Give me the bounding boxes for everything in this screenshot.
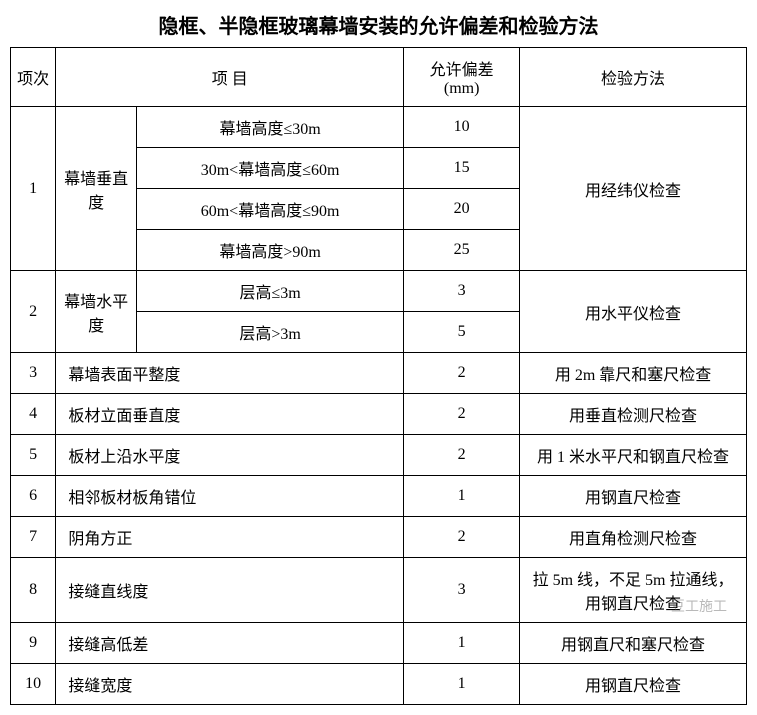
cell-dev: 1	[404, 664, 520, 705]
cell-item: 板材上沿水平度	[56, 435, 404, 476]
cell-num: 3	[11, 353, 56, 394]
cell-desc: 层高>3m	[137, 312, 404, 353]
table-row: 6 相邻板材板角错位 1 用钢直尺检查	[11, 476, 747, 517]
cell-dev: 1	[404, 476, 520, 517]
deviation-table: 项次 项 目 允许偏差 (mm) 检验方法 1 幕墙垂直度 幕墙高度≤30m 1…	[10, 47, 747, 705]
cell-num: 4	[11, 394, 56, 435]
cell-num: 10	[11, 664, 56, 705]
cell-num: 5	[11, 435, 56, 476]
cell-item: 相邻板材板角错位	[56, 476, 404, 517]
table-row: 10 接缝宽度 1 用钢直尺检查	[11, 664, 747, 705]
table-title: 隐框、半隐框玻璃幕墙安装的允许偏差和检验方法	[10, 10, 747, 39]
cell-item: 接缝直线度	[56, 558, 404, 623]
cell-dev: 2	[404, 517, 520, 558]
cell-num: 2	[11, 271, 56, 353]
table-row: 2 幕墙水平度 层高≤3m 3 用水平仪检查	[11, 271, 747, 312]
table-row: 8 接缝直线度 3 拉 5m 线，不足 5m 拉通线，用钢直尺检查	[11, 558, 747, 623]
cell-method: 用钢直尺检查	[520, 476, 747, 517]
cell-method: 用水平仪检查	[520, 271, 747, 353]
cell-desc: 60m<幕墙高度≤90m	[137, 189, 404, 230]
cell-dev: 15	[404, 148, 520, 189]
cell-dev: 25	[404, 230, 520, 271]
header-num: 项次	[11, 48, 56, 107]
table-row: 4 板材立面垂直度 2 用垂直检测尺检查	[11, 394, 747, 435]
cell-item: 接缝宽度	[56, 664, 404, 705]
cell-dev: 2	[404, 394, 520, 435]
header-item: 项 目	[56, 48, 404, 107]
cell-desc: 层高≤3m	[137, 271, 404, 312]
cell-item: 板材立面垂直度	[56, 394, 404, 435]
cell-desc: 30m<幕墙高度≤60m	[137, 148, 404, 189]
cell-sublabel: 幕墙垂直度	[56, 107, 137, 271]
header-method: 检验方法	[520, 48, 747, 107]
cell-method: 用直角检测尺检查	[520, 517, 747, 558]
cell-method: 用 2m 靠尺和塞尺检查	[520, 353, 747, 394]
cell-method: 用经纬仪检查	[520, 107, 747, 271]
cell-method: 用 1 米水平尺和钢直尺检查	[520, 435, 747, 476]
header-deviation: 允许偏差 (mm)	[404, 48, 520, 107]
cell-method: 用钢直尺和塞尺检查	[520, 623, 747, 664]
cell-item: 阴角方正	[56, 517, 404, 558]
watermark: 豆工施工	[671, 596, 727, 616]
table-row: 1 幕墙垂直度 幕墙高度≤30m 10 用经纬仪检查	[11, 107, 747, 148]
cell-dev: 1	[404, 623, 520, 664]
cell-desc: 幕墙高度≤30m	[137, 107, 404, 148]
table-row: 5 板材上沿水平度 2 用 1 米水平尺和钢直尺检查	[11, 435, 747, 476]
cell-sublabel: 幕墙水平度	[56, 271, 137, 353]
cell-num: 7	[11, 517, 56, 558]
cell-num: 1	[11, 107, 56, 271]
cell-num: 8	[11, 558, 56, 623]
table-row: 7 阴角方正 2 用直角检测尺检查	[11, 517, 747, 558]
cell-dev: 20	[404, 189, 520, 230]
cell-dev: 2	[404, 353, 520, 394]
cell-item: 幕墙表面平整度	[56, 353, 404, 394]
table-row: 9 接缝高低差 1 用钢直尺和塞尺检查	[11, 623, 747, 664]
cell-dev: 3	[404, 558, 520, 623]
cell-desc: 幕墙高度>90m	[137, 230, 404, 271]
cell-num: 9	[11, 623, 56, 664]
cell-dev: 5	[404, 312, 520, 353]
cell-dev: 3	[404, 271, 520, 312]
cell-item: 接缝高低差	[56, 623, 404, 664]
cell-num: 6	[11, 476, 56, 517]
cell-dev: 2	[404, 435, 520, 476]
cell-dev: 10	[404, 107, 520, 148]
table-row: 3 幕墙表面平整度 2 用 2m 靠尺和塞尺检查	[11, 353, 747, 394]
header-row: 项次 项 目 允许偏差 (mm) 检验方法	[11, 48, 747, 107]
cell-method: 用钢直尺检查	[520, 664, 747, 705]
cell-method: 用垂直检测尺检查	[520, 394, 747, 435]
